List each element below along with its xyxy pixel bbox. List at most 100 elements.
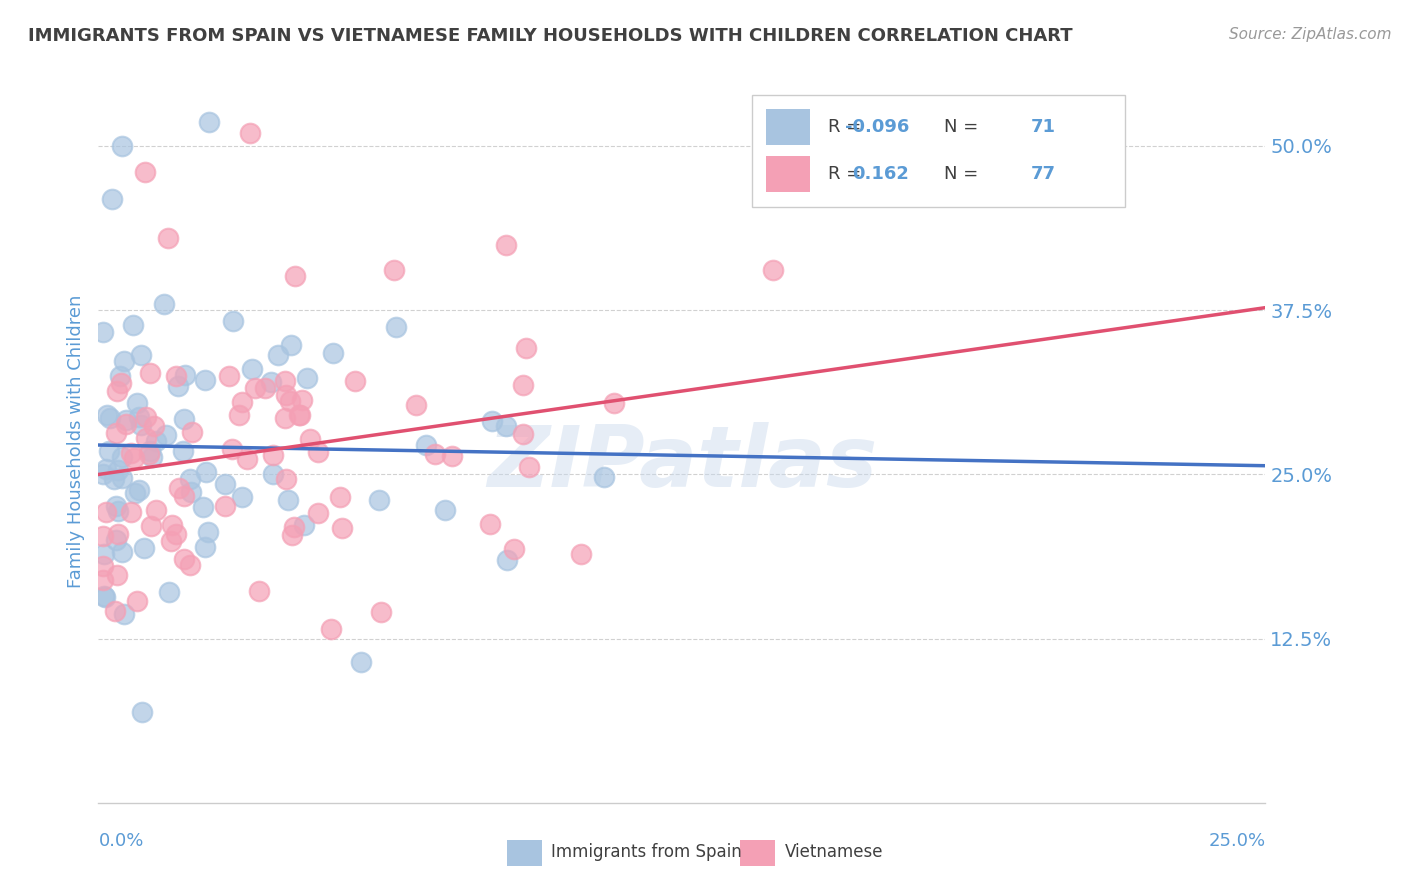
Point: [128, 410, 150, 425]
Point: [157, 231, 180, 245]
Point: [129, 348, 152, 362]
Point: [240, 361, 263, 376]
Y-axis label: Family Households with Children: Family Households with Children: [66, 295, 84, 588]
Point: [98, 443, 121, 458]
Point: [131, 705, 153, 719]
Point: [180, 485, 202, 500]
Point: [101, 192, 124, 206]
Point: [231, 490, 253, 504]
Point: [415, 438, 437, 452]
Point: [495, 419, 517, 434]
Point: [155, 427, 177, 442]
Point: [173, 489, 195, 503]
Point: [247, 584, 270, 599]
Point: [143, 419, 166, 434]
Point: [105, 499, 128, 513]
Point: [307, 506, 329, 520]
Point: [278, 393, 301, 408]
Point: [267, 349, 290, 363]
Point: [96, 462, 118, 476]
Point: [496, 552, 519, 566]
Point: [94, 590, 117, 604]
Point: [129, 418, 152, 433]
Point: [139, 519, 162, 533]
Point: [291, 393, 314, 408]
Point: [228, 408, 250, 422]
Point: [91, 325, 114, 339]
Point: [122, 451, 145, 466]
Point: [762, 263, 785, 277]
Point: [107, 462, 129, 476]
Text: Immigrants from Spain: Immigrants from Spain: [551, 843, 742, 861]
Point: [277, 493, 299, 508]
FancyBboxPatch shape: [508, 840, 541, 866]
Point: [288, 408, 311, 422]
Point: [120, 505, 142, 519]
Point: [153, 297, 176, 311]
Point: [221, 442, 243, 456]
Text: 71: 71: [1031, 119, 1056, 136]
Point: [273, 375, 295, 389]
FancyBboxPatch shape: [766, 109, 810, 145]
Point: [139, 443, 162, 458]
Point: [91, 574, 114, 588]
Point: [111, 450, 134, 464]
FancyBboxPatch shape: [766, 156, 810, 193]
Point: [198, 115, 221, 129]
Point: [512, 426, 534, 441]
Text: 0.0%: 0.0%: [98, 831, 143, 850]
Point: [517, 460, 540, 475]
Text: R =: R =: [828, 165, 860, 183]
Point: [236, 451, 259, 466]
Point: [179, 472, 201, 486]
Point: [160, 518, 183, 533]
Point: [319, 622, 342, 636]
Point: [128, 483, 150, 497]
Point: [134, 165, 156, 179]
Text: 77: 77: [1031, 165, 1056, 183]
Point: [105, 568, 128, 582]
Point: [103, 472, 125, 486]
Text: IMMIGRANTS FROM SPAIN VS VIETNAMESE FAMILY HOUSEHOLDS WITH CHILDREN CORRELATION : IMMIGRANTS FROM SPAIN VS VIETNAMESE FAMI…: [28, 27, 1073, 45]
Point: [107, 503, 129, 517]
Point: [179, 558, 201, 572]
Point: [105, 384, 128, 399]
Point: [165, 527, 187, 541]
FancyBboxPatch shape: [752, 95, 1125, 207]
Point: [479, 516, 502, 531]
Point: [350, 655, 373, 669]
Point: [145, 434, 167, 449]
Point: [593, 470, 616, 484]
Point: [330, 521, 353, 535]
Point: [262, 448, 284, 462]
Point: [194, 465, 217, 479]
Point: [274, 472, 297, 486]
Point: [434, 502, 457, 516]
Point: [503, 542, 526, 557]
Point: [287, 409, 309, 423]
FancyBboxPatch shape: [741, 840, 775, 866]
Point: [110, 376, 132, 390]
Point: [167, 481, 190, 495]
Point: [104, 533, 127, 547]
Point: [134, 541, 156, 556]
Point: [425, 447, 447, 461]
Point: [141, 450, 163, 464]
Point: [96, 408, 118, 422]
Point: [111, 471, 134, 485]
Point: [569, 547, 592, 561]
Text: -0.096: -0.096: [845, 119, 910, 136]
Point: [260, 376, 283, 390]
Point: [254, 381, 277, 395]
Text: ZIPatlas: ZIPatlas: [486, 422, 877, 505]
Point: [91, 529, 114, 543]
Text: 25.0%: 25.0%: [1208, 831, 1265, 850]
Text: N =: N =: [945, 165, 979, 183]
Point: [281, 527, 304, 541]
Text: 0.162: 0.162: [852, 165, 910, 183]
Point: [405, 398, 427, 412]
Point: [245, 381, 267, 395]
Point: [135, 431, 157, 445]
Point: [194, 373, 217, 387]
Point: [96, 505, 118, 519]
